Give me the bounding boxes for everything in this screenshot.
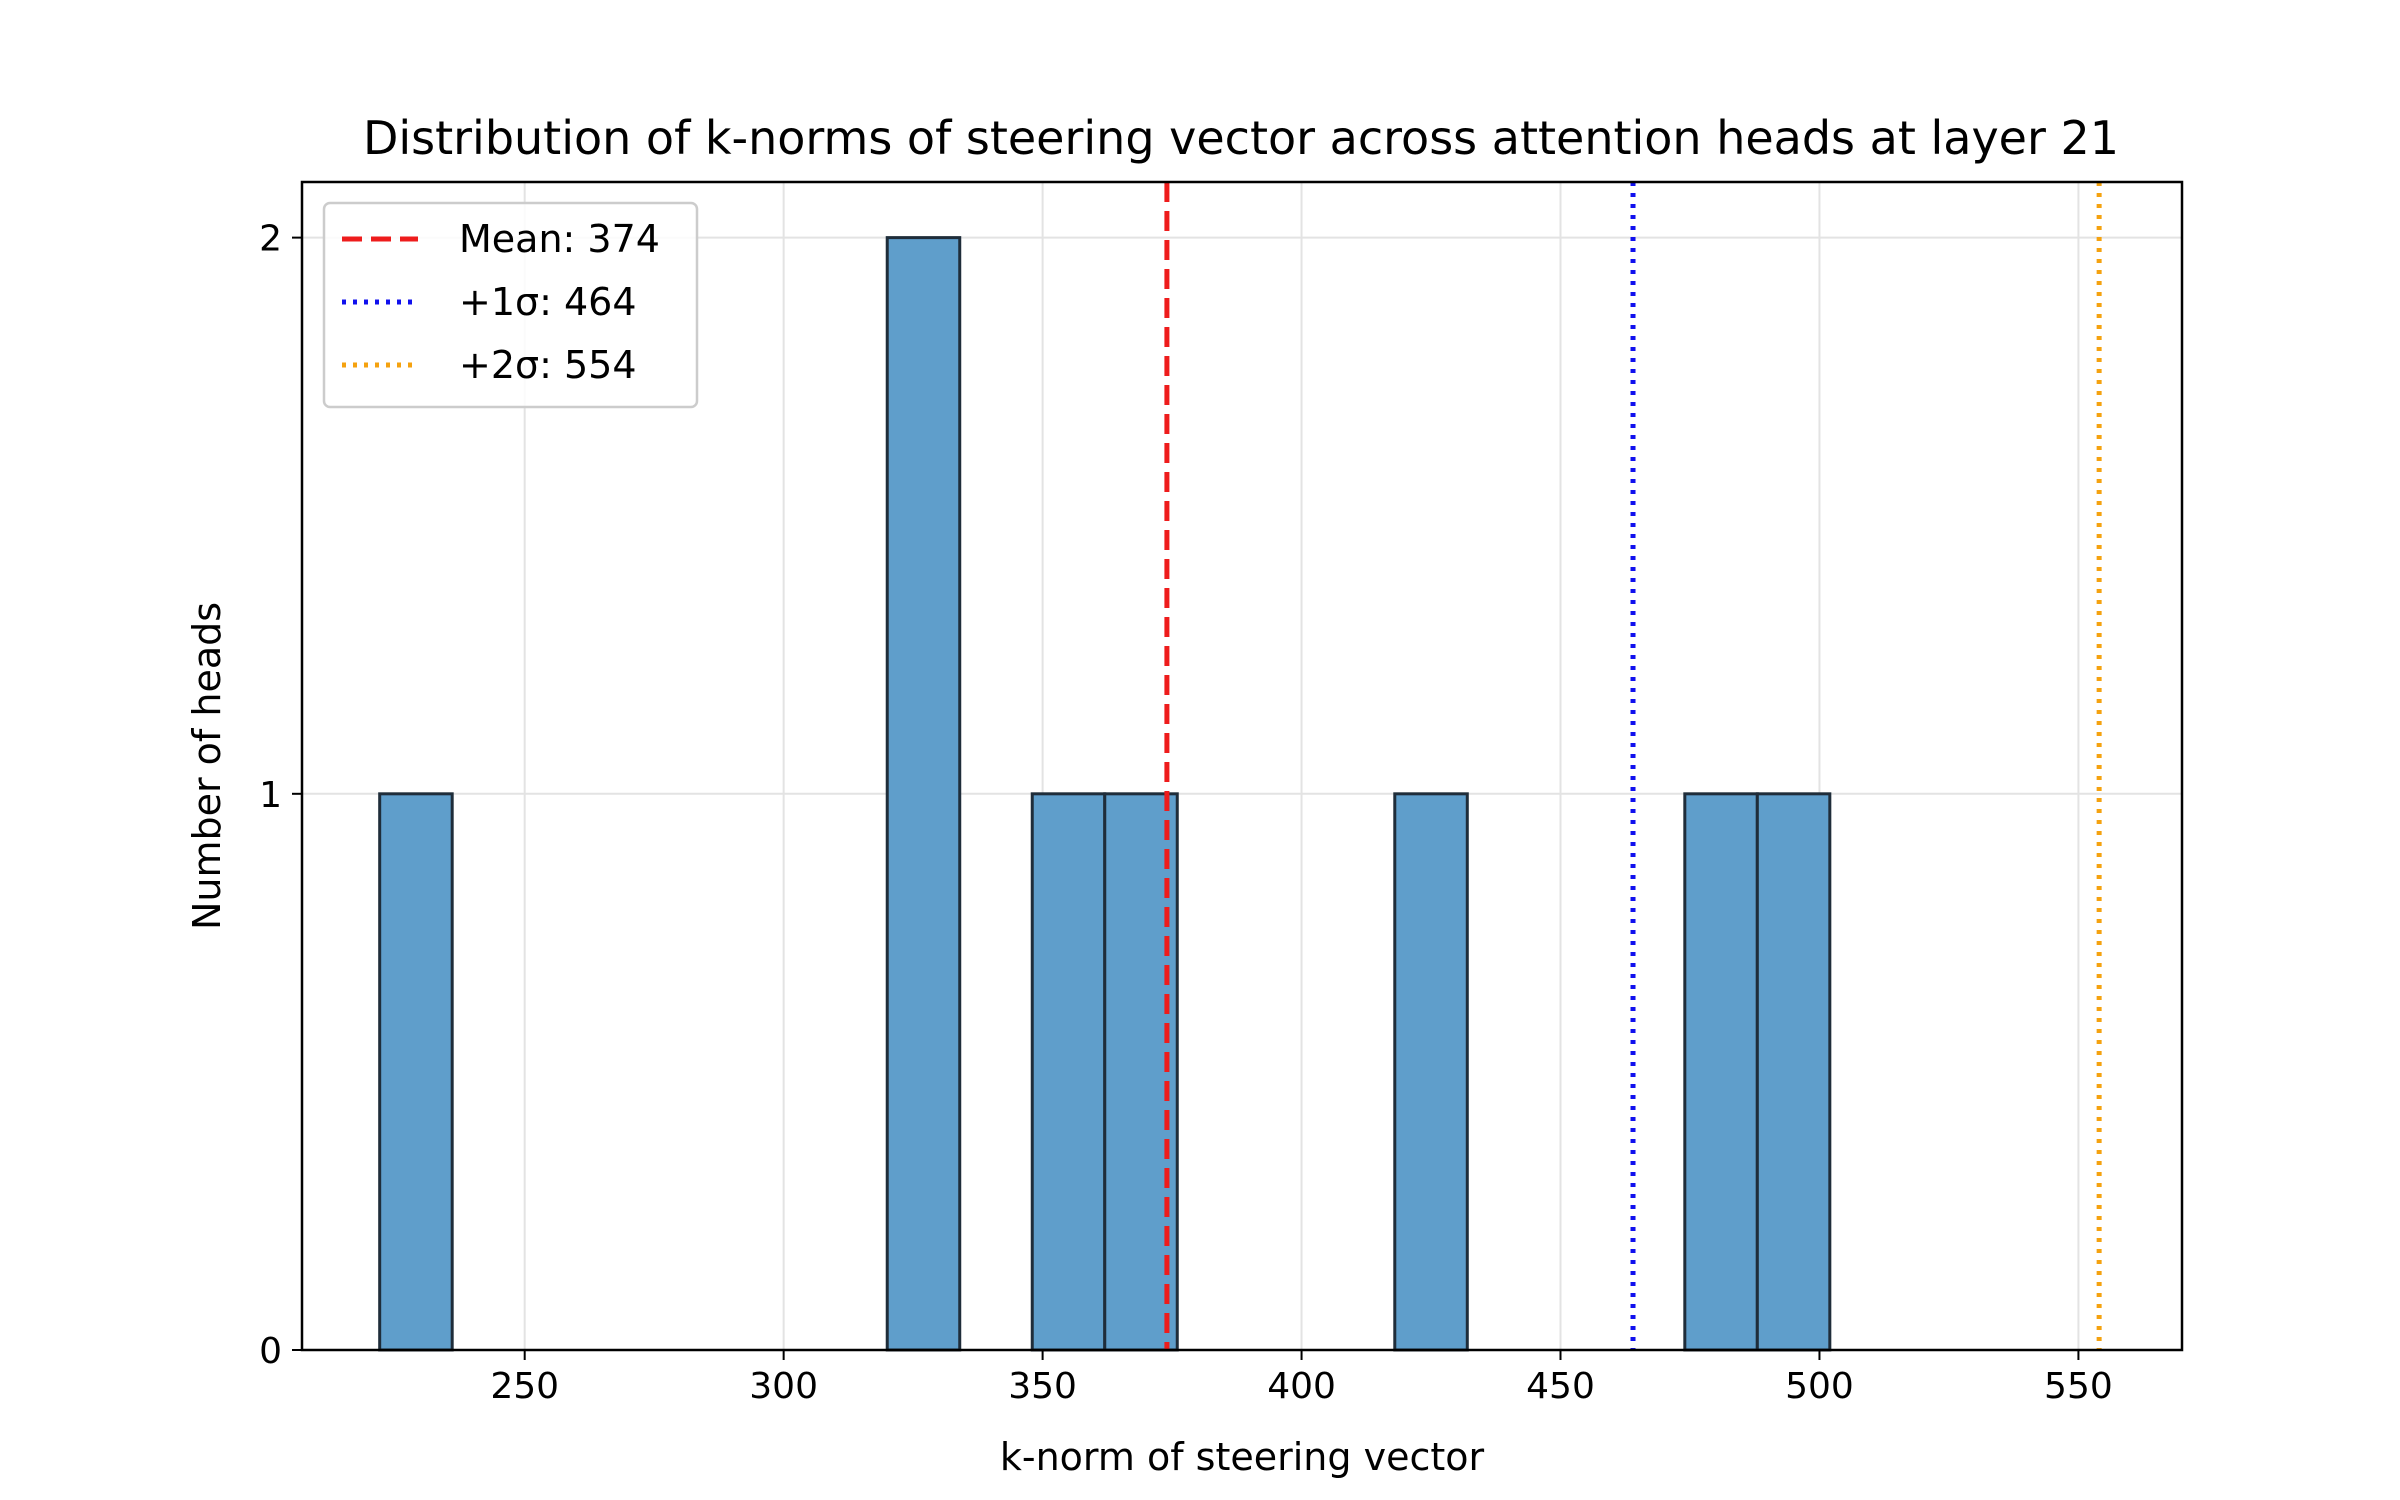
x-tick-label: 450: [1526, 1366, 1595, 1407]
axis-ticks: 250 300 350 400 450 500 550 0 1 2: [259, 219, 2113, 1407]
reference-lines: [1164, 182, 2102, 1350]
legend-label: +1σ: 464: [459, 280, 637, 324]
legend: Mean: 374 +1σ: 464 +2σ: 554: [322, 201, 699, 409]
legend-box: [322, 201, 699, 409]
histogram-bar: [1393, 792, 1469, 1352]
x-tick-label: 300: [749, 1366, 818, 1407]
histogram-bar: [1755, 792, 1832, 1352]
y-tick-label: 0: [259, 1331, 282, 1372]
chart-title: Distribution of k-norms of steering vect…: [363, 111, 2119, 165]
histogram-bar: [1030, 792, 1107, 1352]
x-tick-label: 500: [1785, 1366, 1854, 1407]
y-tick-label: 2: [259, 219, 282, 260]
x-tick-label: 250: [490, 1366, 559, 1407]
histogram-bar: [1683, 792, 1759, 1352]
legend-label: +2σ: 554: [459, 343, 637, 387]
histogram-bar: [885, 236, 962, 1352]
plot-frame: [300, 180, 2184, 1352]
x-axis-label: k-norm of steering vector: [1000, 1435, 1485, 1479]
y-axis-label: Number of heads: [185, 602, 229, 930]
x-tick-label: 350: [1008, 1366, 1077, 1407]
legend-label: Mean: 374: [459, 217, 660, 261]
histogram-bar: [378, 792, 454, 1352]
x-tick-label: 550: [2044, 1366, 2113, 1407]
x-tick-label: 400: [1267, 1366, 1336, 1407]
y-tick-label: 1: [259, 775, 282, 816]
